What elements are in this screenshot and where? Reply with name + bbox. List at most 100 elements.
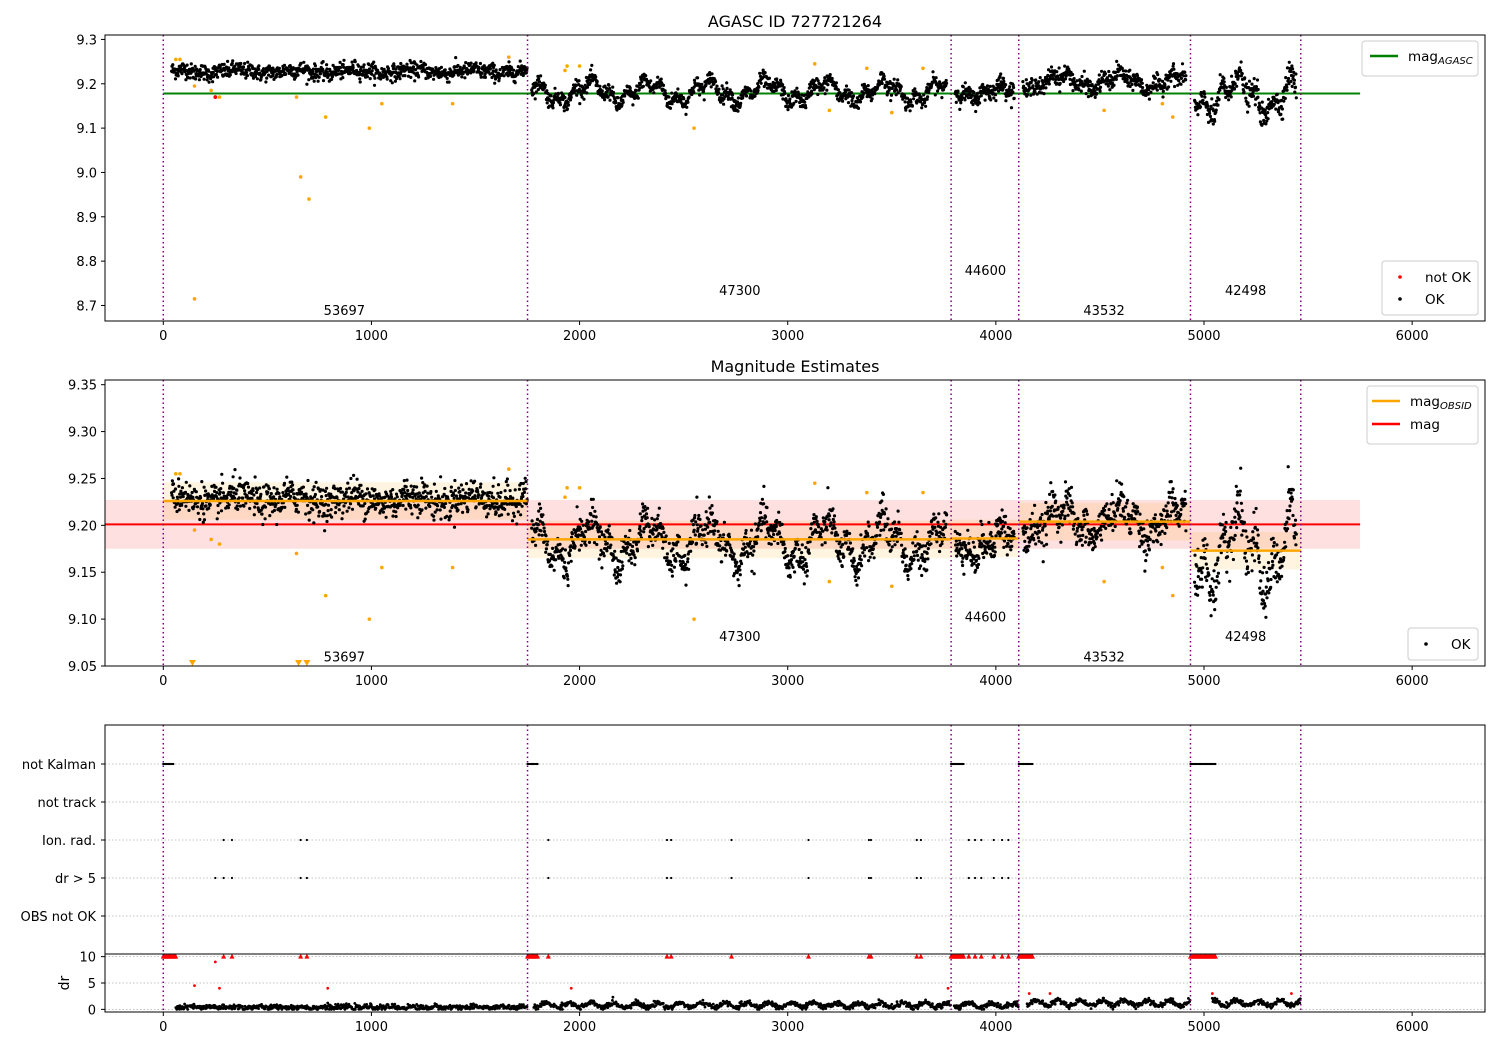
ok-data-point [736, 109, 740, 113]
ok-data-point [1294, 72, 1298, 76]
ok-data-point [338, 60, 342, 64]
ok-data-point [1246, 110, 1250, 114]
ok-data-point [506, 483, 510, 487]
ok-data-point [803, 100, 807, 104]
ok-data-point [616, 565, 620, 570]
ok-data-point [524, 480, 528, 484]
legend-label: OK [1425, 292, 1446, 308]
ok-data-point [358, 77, 362, 81]
ok-data-point [815, 530, 819, 535]
ok-data-point [541, 522, 545, 526]
ok-data-point [682, 97, 686, 101]
ok-data-point [362, 63, 366, 67]
ok-data-point [304, 492, 308, 496]
ok-data-point [325, 70, 329, 74]
ok-data-point [321, 60, 325, 64]
ok-data-point [863, 554, 867, 558]
ok-data-point [363, 501, 367, 506]
ok-data-point [1002, 79, 1006, 83]
ok-data-point [294, 507, 298, 511]
ok-data-point [784, 97, 788, 101]
ok-data-point [391, 514, 395, 518]
ok-data-point [498, 495, 502, 499]
ok-data-point [598, 525, 602, 529]
ok-data-point [1208, 111, 1212, 115]
ok-data-point [575, 505, 579, 509]
ok-data-point [417, 75, 421, 79]
ok-data-point [547, 559, 552, 563]
ok-data-point [456, 502, 460, 506]
ok-data-point [757, 523, 761, 527]
ok-data-point [832, 524, 836, 528]
ok-data-point [850, 99, 854, 103]
ok-data-point [668, 106, 673, 110]
ok-data-point [836, 554, 840, 558]
ok-data-point [394, 492, 399, 496]
ok-data-point [842, 555, 846, 559]
ok-data-point [1021, 80, 1025, 84]
ok-data-point [772, 532, 776, 537]
ok-data-point [872, 556, 876, 560]
ok-data-point [605, 89, 609, 94]
ok-data-point [350, 491, 354, 495]
ok-data-point [382, 506, 387, 510]
ok-data-point [715, 520, 719, 524]
ok-data-point [420, 508, 424, 512]
ok-data-point [955, 546, 959, 550]
ok-data-point [708, 506, 712, 510]
ok-data-point [212, 497, 216, 501]
ok-data-point [867, 524, 871, 528]
ok-data-point [1293, 90, 1297, 94]
ok-data-point [962, 572, 966, 576]
ok-data-point [693, 533, 697, 537]
ok-data-point [751, 553, 755, 557]
ok-data-point [870, 535, 875, 539]
ok-data-point [416, 516, 420, 520]
ok-data-point [615, 108, 619, 112]
ok-data-point [727, 535, 732, 539]
ok-data-point [587, 520, 591, 524]
ok-data-point [246, 60, 250, 64]
ok-data-point [853, 575, 857, 579]
ok-data-point [844, 541, 848, 545]
ok-data-point [360, 489, 364, 493]
ok-data-point [403, 491, 407, 495]
ok-data-point [855, 583, 859, 587]
ok-data-point [759, 81, 763, 85]
ok-data-point [1112, 83, 1116, 87]
ok-data-point [928, 534, 932, 538]
ok-data-point [232, 486, 236, 490]
ok-data-point [1044, 82, 1048, 86]
ok-data-point [615, 581, 619, 585]
ok-data-point [381, 510, 385, 514]
ok-data-point [180, 486, 184, 490]
ok-data-point [316, 79, 320, 83]
ok-data-point [642, 514, 647, 518]
ok-data-point [749, 89, 753, 93]
ok-data-point [267, 487, 271, 491]
ok-data-point [538, 519, 542, 523]
ok-data-point [894, 527, 899, 531]
ok-data-point [1030, 78, 1034, 82]
ok-data-point [1232, 87, 1237, 91]
ok-data-point [904, 108, 908, 112]
ok-data-point [1287, 60, 1291, 64]
ok-data-point [667, 562, 671, 567]
ok-data-point [744, 94, 749, 98]
ok-data-point [398, 503, 402, 507]
flagged-data-point [889, 110, 894, 115]
ok-data-point [718, 544, 722, 548]
ok-data-point [756, 88, 760, 93]
ok-data-point [814, 515, 818, 519]
ok-data-point [904, 563, 908, 567]
ok-data-point [1173, 84, 1177, 89]
ok-data-point [725, 549, 729, 553]
ok-data-point [869, 545, 873, 549]
ok-data-point [266, 490, 270, 494]
ok-data-point [933, 93, 937, 97]
ok-data-point [201, 520, 205, 524]
ok-data-point [910, 104, 915, 108]
ok-data-point [859, 558, 863, 562]
ok-data-point [461, 510, 465, 514]
ok-data-point [611, 90, 616, 95]
